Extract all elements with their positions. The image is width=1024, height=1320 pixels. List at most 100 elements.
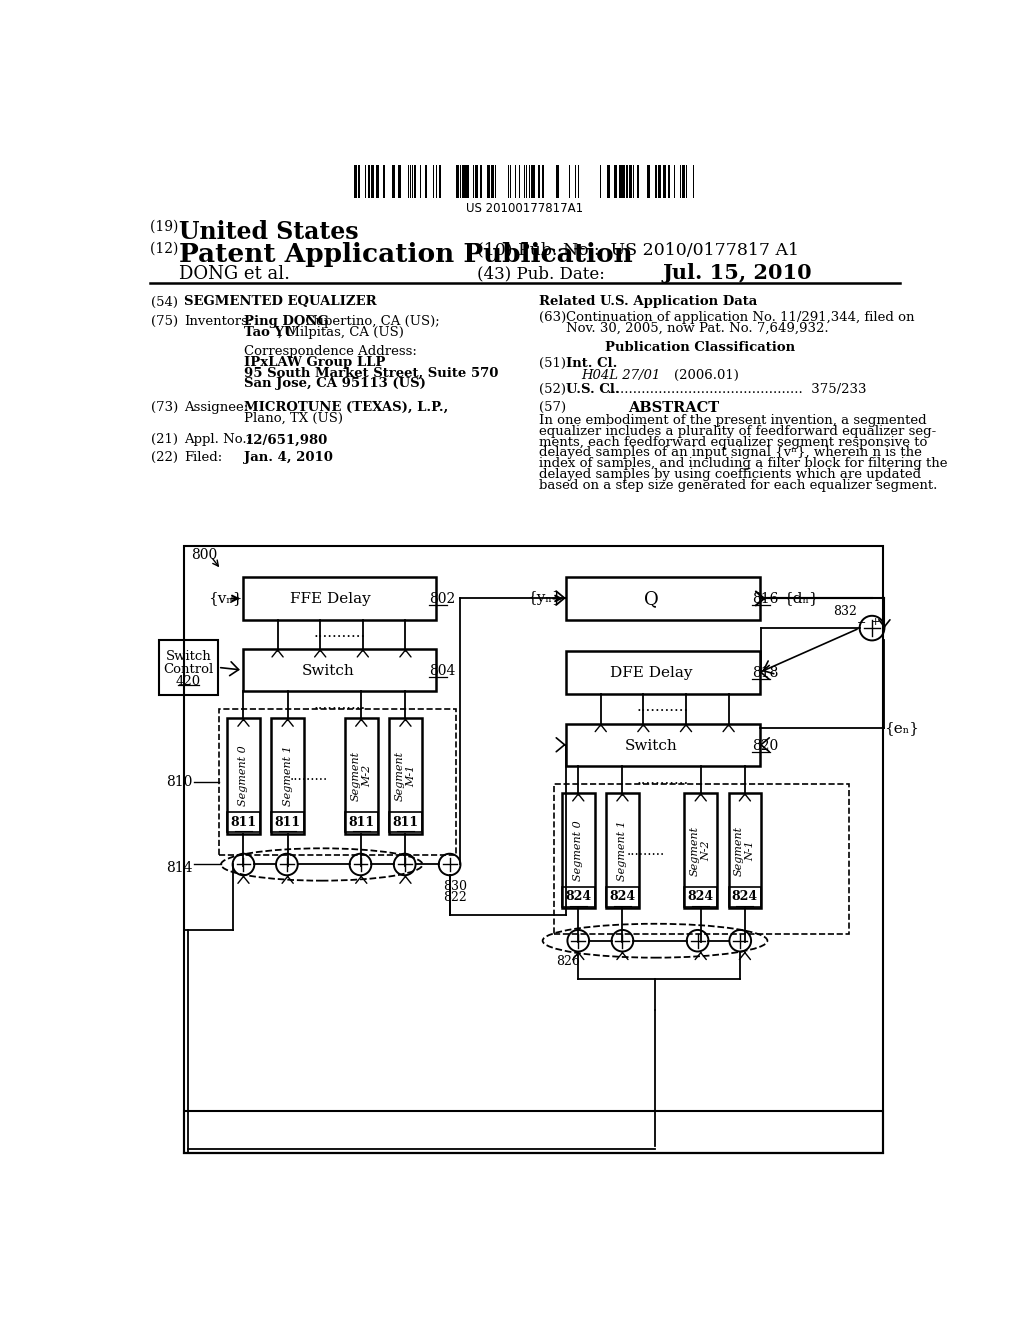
Bar	[647, 165, 650, 198]
Bar	[614, 165, 617, 198]
Bar	[606, 793, 639, 908]
Bar	[480, 165, 482, 198]
Bar	[515, 165, 516, 198]
Bar	[627, 165, 628, 198]
Text: Q: Q	[644, 590, 658, 609]
Bar	[629, 165, 632, 198]
Text: (51): (51)	[539, 358, 565, 370]
Bar	[271, 718, 304, 834]
Bar	[729, 887, 761, 907]
Text: 832: 832	[834, 605, 857, 618]
Bar	[456, 165, 459, 198]
Text: Switch: Switch	[166, 651, 211, 664]
Text: (52): (52)	[539, 383, 565, 396]
Text: Switch: Switch	[625, 738, 678, 752]
Text: (22): (22)	[152, 451, 178, 465]
Text: Jul. 15, 2010: Jul. 15, 2010	[663, 263, 812, 282]
Text: (63): (63)	[539, 312, 566, 323]
Text: (2006.01): (2006.01)	[675, 368, 739, 381]
Text: ...........: ...........	[313, 698, 366, 711]
Bar	[408, 165, 410, 198]
Text: 802: 802	[429, 593, 455, 606]
Bar	[271, 812, 304, 832]
Bar	[354, 165, 356, 198]
Bar	[606, 887, 639, 907]
Text: Assignee:: Assignee:	[183, 401, 248, 414]
Text: 811: 811	[348, 816, 375, 829]
Text: ments, each feedforward equalizer segment responsive to: ments, each feedforward equalizer segmen…	[539, 436, 927, 449]
Text: US 20100177817A1: US 20100177817A1	[466, 202, 584, 215]
Text: 824: 824	[732, 890, 758, 903]
Bar	[475, 165, 478, 198]
Text: (54): (54)	[152, 296, 178, 309]
Text: (75): (75)	[152, 314, 178, 327]
Bar	[219, 709, 456, 855]
Text: .........: .........	[627, 843, 665, 858]
Text: ABSTRACT: ABSTRACT	[628, 401, 719, 414]
Text: IPxLAW Group LLP: IPxLAW Group LLP	[245, 355, 386, 368]
Bar	[397, 165, 400, 198]
Bar	[435, 165, 437, 198]
Text: 800: 800	[191, 548, 218, 562]
Text: −: −	[856, 619, 866, 628]
Text: Segment 1: Segment 1	[283, 746, 293, 807]
Text: (12): (12)	[150, 242, 182, 256]
Bar	[637, 165, 639, 198]
Text: index of samples, and including a filter block for filtering the: index of samples, and including a filter…	[539, 457, 947, 470]
Text: Segment 0: Segment 0	[573, 820, 584, 880]
Bar	[391, 165, 394, 198]
Bar	[534, 165, 535, 198]
Bar	[462, 165, 464, 198]
Text: 810: 810	[166, 775, 193, 789]
Bar	[562, 793, 595, 908]
Text: Segment
M-1: Segment M-1	[394, 751, 416, 801]
Text: (19): (19)	[150, 220, 182, 234]
Bar	[345, 718, 378, 834]
Text: Segment
N-1: Segment N-1	[734, 825, 756, 875]
Bar	[682, 165, 684, 198]
Text: Appl. No.:: Appl. No.:	[183, 433, 251, 446]
Text: Ping DONG: Ping DONG	[245, 314, 329, 327]
Bar	[358, 165, 359, 198]
Bar	[227, 718, 260, 834]
Bar	[345, 812, 378, 832]
Text: U.S. Cl.: U.S. Cl.	[566, 383, 620, 396]
Bar	[159, 640, 218, 696]
Bar	[438, 165, 441, 198]
Text: Related U.S. Application Data: Related U.S. Application Data	[539, 296, 757, 309]
Bar	[183, 546, 883, 1154]
Bar	[369, 165, 370, 198]
Text: delayed samples by using coefficients which are updated: delayed samples by using coefficients wh…	[539, 469, 921, 480]
Bar	[684, 793, 717, 908]
Bar	[669, 165, 670, 198]
Text: DONG et al.: DONG et al.	[179, 265, 290, 284]
Text: 811: 811	[274, 816, 301, 829]
Bar	[243, 649, 436, 692]
Bar	[556, 165, 559, 198]
Text: Patent Application Publication: Patent Application Publication	[179, 242, 633, 267]
Text: , Milpitas, CA (US): , Milpitas, CA (US)	[279, 326, 404, 339]
Bar	[227, 812, 260, 832]
Bar	[243, 577, 436, 619]
Text: Inventors:: Inventors:	[183, 314, 252, 327]
Text: {eₙ}: {eₙ}	[884, 721, 919, 735]
Bar	[432, 165, 434, 198]
Text: Segment 0: Segment 0	[239, 746, 249, 807]
Text: Correspondence Address:: Correspondence Address:	[245, 345, 417, 358]
Bar	[538, 165, 540, 198]
Text: DFE Delay: DFE Delay	[610, 667, 692, 680]
Bar	[729, 793, 761, 908]
Text: 824: 824	[688, 890, 714, 903]
Text: (57): (57)	[539, 401, 566, 414]
Bar	[607, 165, 610, 198]
Bar	[383, 165, 385, 198]
Text: Jan. 4, 2010: Jan. 4, 2010	[245, 451, 333, 465]
Text: 95 South Market Street, Suite 570: 95 South Market Street, Suite 570	[245, 367, 499, 379]
Text: equalizer includes a plurality of feedforward equalizer seg-: equalizer includes a plurality of feedfo…	[539, 425, 936, 438]
Text: 826: 826	[557, 954, 581, 968]
Bar	[663, 165, 666, 198]
Text: (21): (21)	[152, 433, 178, 446]
Text: H04L 27/01: H04L 27/01	[582, 368, 660, 381]
Text: 824: 824	[609, 890, 636, 903]
Bar	[183, 1111, 883, 1154]
